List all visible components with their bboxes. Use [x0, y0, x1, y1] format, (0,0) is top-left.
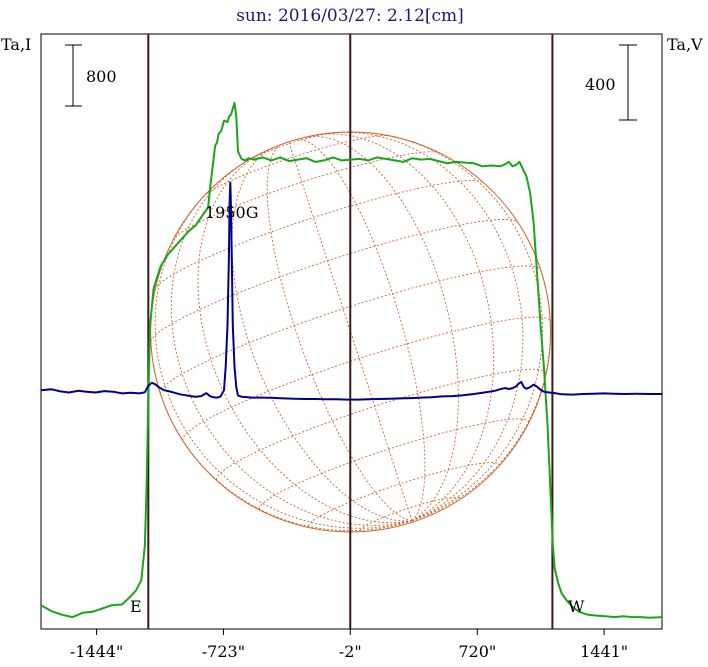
series-line-intensity: [40, 101, 663, 619]
limb-markers: [147, 34, 554, 629]
meridian-line: [368, 132, 543, 522]
x-tick-label: 1441": [580, 642, 628, 661]
parallel-line: [172, 151, 441, 241]
meridian-line: [324, 131, 524, 522]
left-scale-bar: 800: [65, 44, 117, 107]
x-axis: -1444" -723" -2" 720" 1441": [70, 629, 628, 661]
meridian-line: [231, 146, 413, 522]
series-line-polarization: [40, 181, 662, 401]
left-scale-label: 800: [86, 67, 117, 86]
meridian-line: [296, 138, 426, 522]
meridian-line: [303, 135, 459, 522]
parallel-line: [215, 368, 547, 480]
parallel-line: [258, 418, 529, 510]
parallel-line: [360, 496, 460, 531]
x-tick-label: -723": [202, 642, 245, 661]
series-layer: [40, 101, 663, 619]
right-axis-label: Ta,V: [667, 35, 703, 54]
solar-disc-grid: [150, 131, 552, 533]
meridian-line: [310, 133, 495, 522]
east-label: E: [130, 597, 142, 616]
left-axis-label: Ta,I: [1, 35, 31, 54]
parallel-line: [308, 462, 500, 527]
meridian-line: [154, 181, 413, 529]
west-label: W: [568, 597, 585, 616]
parallel-line: [182, 316, 551, 441]
parallel-line: [159, 265, 542, 394]
parallel-line: [154, 179, 485, 291]
meridian-line: [288, 141, 413, 521]
plot-frame: [40, 33, 663, 630]
peak-annotation: 1950G: [205, 203, 259, 222]
chart-title: sun: 2016/03/27: 2.12[cm]: [236, 6, 464, 26]
right-scale-bar: 400: [585, 44, 637, 121]
parallel-line: [150, 218, 519, 342]
meridian-line: [152, 363, 413, 532]
x-tick-label: 720": [458, 642, 496, 661]
right-scale-label: 400: [585, 75, 616, 94]
x-tick-label: -1444": [70, 642, 123, 661]
parallel-line: [203, 135, 390, 197]
meridian-line: [266, 144, 413, 522]
x-tick-label: -2": [339, 642, 362, 661]
meridian-line: [411, 241, 551, 522]
meridian-line: [197, 149, 413, 524]
